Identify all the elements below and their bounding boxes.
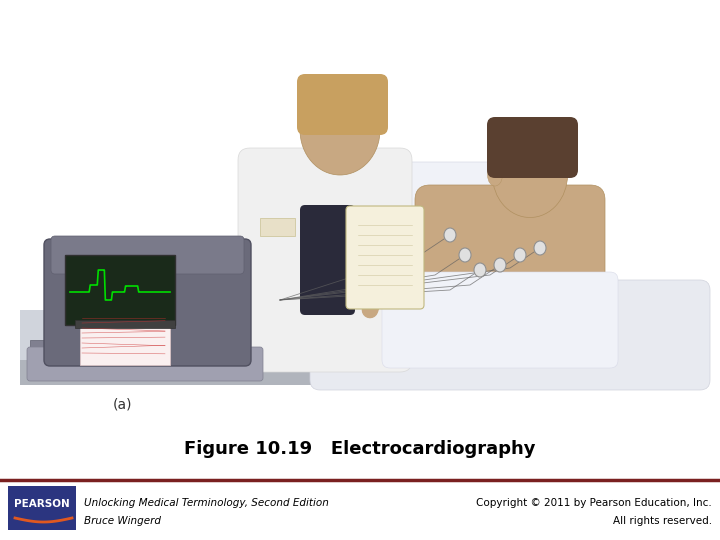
FancyBboxPatch shape bbox=[310, 280, 710, 390]
FancyBboxPatch shape bbox=[44, 239, 251, 366]
Bar bbox=[65, 255, 175, 325]
Ellipse shape bbox=[492, 132, 567, 218]
FancyBboxPatch shape bbox=[238, 148, 412, 372]
Text: Unlocking Medical Terminology, Second Edition: Unlocking Medical Terminology, Second Ed… bbox=[84, 498, 329, 508]
Bar bbox=[80, 310, 170, 365]
FancyBboxPatch shape bbox=[346, 206, 424, 309]
FancyBboxPatch shape bbox=[392, 162, 508, 258]
Ellipse shape bbox=[300, 85, 380, 175]
FancyBboxPatch shape bbox=[297, 74, 388, 135]
Bar bbox=[20, 310, 680, 380]
Text: All rights reserved.: All rights reserved. bbox=[613, 516, 712, 526]
Ellipse shape bbox=[487, 164, 503, 186]
Text: (a): (a) bbox=[113, 398, 132, 412]
FancyBboxPatch shape bbox=[27, 347, 263, 381]
FancyBboxPatch shape bbox=[8, 486, 76, 530]
FancyBboxPatch shape bbox=[487, 117, 578, 178]
Bar bbox=[75, 320, 175, 328]
FancyBboxPatch shape bbox=[382, 272, 618, 368]
Ellipse shape bbox=[444, 228, 456, 242]
FancyBboxPatch shape bbox=[415, 185, 605, 345]
Bar bbox=[0, 0, 720, 390]
Text: PEARSON: PEARSON bbox=[14, 499, 70, 509]
Text: Bruce Wingerd: Bruce Wingerd bbox=[84, 516, 161, 526]
Ellipse shape bbox=[534, 241, 546, 255]
Text: Figure 10.19   Electrocardiography: Figure 10.19 Electrocardiography bbox=[184, 440, 536, 458]
Bar bbox=[20, 360, 680, 385]
Ellipse shape bbox=[459, 248, 471, 262]
FancyBboxPatch shape bbox=[300, 205, 355, 315]
Bar bbox=[260, 218, 295, 236]
Bar bbox=[30, 340, 80, 352]
Ellipse shape bbox=[474, 263, 486, 277]
FancyBboxPatch shape bbox=[51, 236, 244, 274]
Text: Copyright © 2011 by Pearson Education, Inc.: Copyright © 2011 by Pearson Education, I… bbox=[476, 498, 712, 508]
Ellipse shape bbox=[514, 248, 526, 262]
Ellipse shape bbox=[494, 258, 506, 272]
